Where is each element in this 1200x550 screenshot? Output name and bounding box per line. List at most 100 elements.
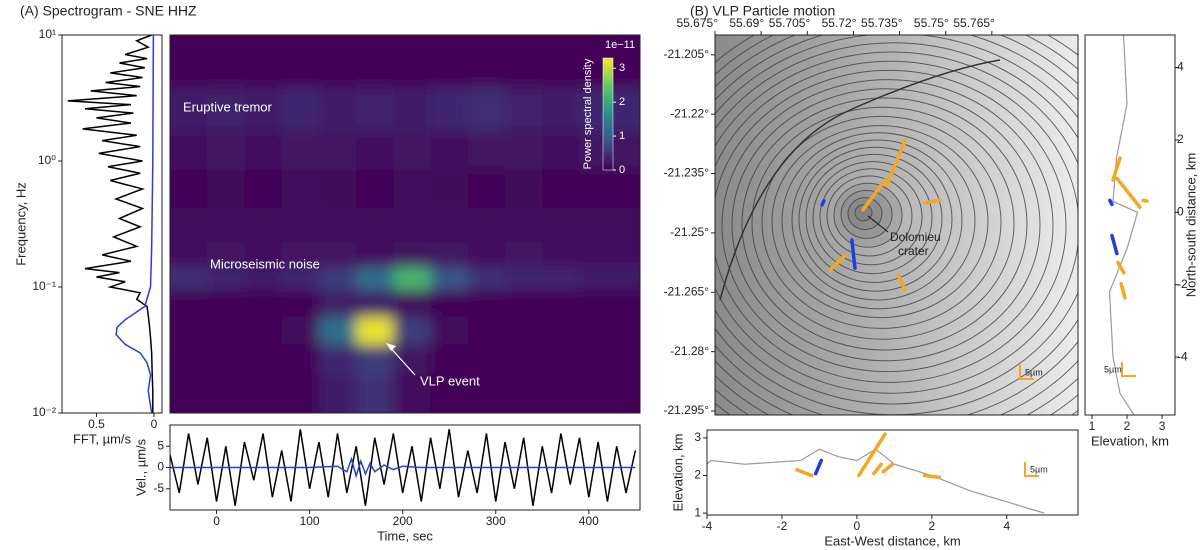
particle-motion	[885, 138, 907, 187]
heatmap-cell	[467, 316, 507, 346]
heatmap-cell	[467, 130, 507, 171]
series-line	[707, 448, 1045, 514]
heatmap-cell	[318, 344, 358, 376]
contour	[826, 175, 913, 257]
particle-motion	[923, 198, 942, 205]
y-tick-label: 2	[1177, 132, 1184, 146]
axes-frame	[169, 34, 641, 414]
colorbar-tick-label: 2	[619, 96, 625, 108]
contour	[791, 139, 963, 301]
series-line	[1108, 35, 1139, 415]
heatmap-cell	[170, 169, 209, 209]
contour	[840, 189, 893, 239]
particle-motion	[1119, 281, 1127, 300]
x-tick-label: 400	[579, 514, 599, 528]
scale-bar	[1019, 365, 1034, 380]
heatmap-cell	[170, 267, 209, 291]
heatmap-cell	[542, 316, 581, 346]
heatmap-cell	[318, 207, 358, 244]
heatmap-cell	[430, 374, 469, 413]
contour	[771, 125, 989, 319]
x-tick-label: 0	[151, 417, 158, 431]
particle-motion	[1111, 156, 1122, 182]
contour	[751, 106, 1015, 340]
x-tick-label: 0	[854, 519, 861, 533]
heatmap-cell	[318, 169, 358, 209]
particle-motion	[896, 273, 907, 292]
heatmap-cell	[579, 207, 640, 244]
heatmap-cell	[281, 242, 320, 269]
x-tick-label: 2	[1124, 419, 1131, 433]
y-tick-label: 10⁻²	[32, 405, 56, 419]
x-axis-label: Elevation, km	[1091, 433, 1169, 448]
annotation-arrow	[387, 344, 416, 376]
y-tick-label: 10¹	[39, 27, 56, 41]
heatmap-cell	[393, 344, 432, 376]
heatmap-cell	[356, 289, 395, 318]
y-axis-label: Frequency, Hz	[13, 182, 28, 266]
heatmap-cell	[505, 169, 544, 209]
heatmap-cell	[244, 207, 283, 244]
heatmap-cell	[393, 267, 432, 291]
heatmap-cell	[170, 86, 209, 132]
particle-motion	[795, 468, 814, 478]
y-tick-label: -5	[153, 481, 164, 495]
axes-frame	[61, 34, 163, 414]
heatmap-cell	[244, 344, 283, 376]
x-tick-label: 0.5	[88, 417, 105, 431]
heatmap-cell	[430, 130, 469, 171]
y-axis-label: Elevation, km	[670, 433, 685, 511]
x-tick-label: 300	[486, 514, 506, 528]
particle-motion	[881, 462, 895, 474]
heatmap-cell	[207, 130, 246, 171]
heatmap-cell	[430, 289, 469, 318]
plot-area	[170, 35, 640, 413]
x-axis-label: East-West distance, km	[824, 533, 960, 548]
heatmap-cell	[170, 374, 209, 413]
terrain-edge	[719, 59, 1001, 301]
heatmap-cell	[318, 35, 358, 88]
heatmap-cell	[281, 169, 320, 209]
heatmap-cell	[281, 344, 320, 376]
heatmap-cell	[244, 289, 283, 318]
y-tick-label: -21.205°	[664, 47, 710, 61]
contour	[721, 79, 1054, 373]
heatmap-cell	[542, 374, 581, 413]
heatmap-cell	[170, 130, 209, 171]
heatmap-cell	[281, 86, 320, 132]
heatmap-cell	[393, 207, 432, 244]
heatmap-cell	[356, 86, 395, 132]
y-tick-label: -21.235°	[664, 166, 710, 180]
heatmap-cell	[356, 130, 395, 171]
x-axis-label: Time, sec	[377, 528, 433, 543]
y-tick-label: -21.265°	[664, 284, 710, 298]
heatmap-cells	[170, 35, 640, 413]
heatmap-cell	[207, 289, 246, 318]
particle-motion	[1108, 198, 1114, 207]
contour	[812, 161, 933, 275]
series-line	[170, 456, 636, 479]
heatmap-cell	[542, 267, 581, 291]
heatmap-cell	[467, 289, 507, 318]
particle-motion	[872, 462, 884, 476]
heatmap-cell	[281, 267, 320, 291]
y-axis-label: Vel., µm/s	[133, 438, 148, 496]
heatmap-cell	[393, 35, 432, 88]
heatmap-cell	[467, 267, 507, 291]
heatmap-cell	[467, 169, 507, 209]
contour	[741, 97, 1028, 351]
heatmap-cell	[207, 344, 246, 376]
contour	[805, 153, 943, 283]
y-tick-label: 2	[694, 468, 701, 482]
particle-motion	[850, 238, 857, 270]
x-tick-label: 55.735°	[861, 16, 903, 30]
heatmap-cell	[356, 267, 395, 291]
y-tick-label: 3	[694, 430, 701, 444]
heatmap-cell	[505, 289, 544, 318]
heatmap-cell	[505, 242, 544, 269]
heatmap-cell	[505, 316, 544, 346]
heatmap-cell	[467, 374, 507, 413]
plot-area	[67, 35, 155, 413]
heatmap-cell	[356, 316, 395, 346]
chart-title: (B) VLP Particle motion	[690, 3, 835, 19]
